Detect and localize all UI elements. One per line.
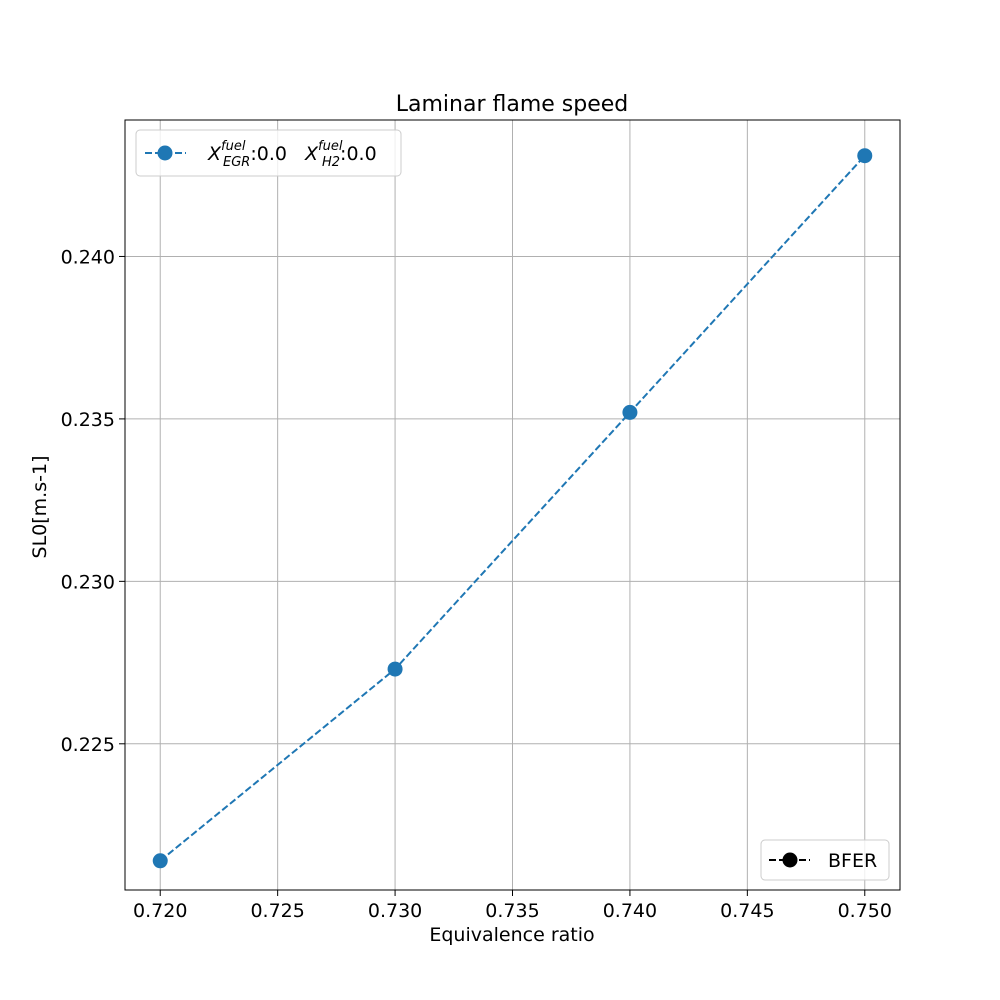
y-axis-ticks: 0.225 0.230 0.235 0.240 — [61, 246, 125, 756]
x-tick-label: 0.750 — [838, 900, 892, 922]
legend-series: Xfuel EGR:0.0 Xfuel H2:0.0 — [135, 129, 402, 177]
y-axis-label: SL0[m.s-1] — [29, 456, 51, 559]
data-point — [387, 661, 403, 677]
x-tick-label: 0.740 — [603, 900, 657, 922]
x-tick-label: 0.735 — [485, 900, 539, 922]
series-line — [159, 155, 866, 862]
grid — [125, 120, 900, 890]
y-tick-label: 0.235 — [61, 409, 115, 431]
y-tick-label: 0.230 — [61, 571, 115, 593]
legend-bfer: BFER — [760, 839, 890, 881]
legend-series-marker — [157, 145, 173, 161]
legend-bfer-box — [760, 839, 890, 881]
data-point — [152, 853, 168, 869]
chart-title: Laminar flame speed — [396, 92, 629, 117]
y-tick-label: 0.225 — [61, 734, 115, 756]
x-tick-label: 0.720 — [133, 900, 187, 922]
legend-bfer-label: BFER — [828, 850, 877, 872]
x-tick-label: 0.725 — [250, 900, 304, 922]
x-axis-ticks: 0.720 0.725 0.730 0.735 0.740 0.745 0.750 — [133, 890, 892, 922]
legend-series-label: Xfuel EGR:0.0 Xfuel H2:0.0 — [207, 139, 377, 170]
data-point — [622, 404, 638, 420]
data-point — [857, 148, 873, 164]
legend-bfer-marker — [782, 852, 798, 868]
legend-series-box — [135, 129, 402, 177]
y-tick-label: 0.240 — [61, 246, 115, 268]
x-tick-label: 0.730 — [368, 900, 422, 922]
x-axis-label: Equivalence ratio — [429, 924, 594, 946]
series-layer — [152, 148, 873, 869]
x-tick-label: 0.745 — [720, 900, 774, 922]
